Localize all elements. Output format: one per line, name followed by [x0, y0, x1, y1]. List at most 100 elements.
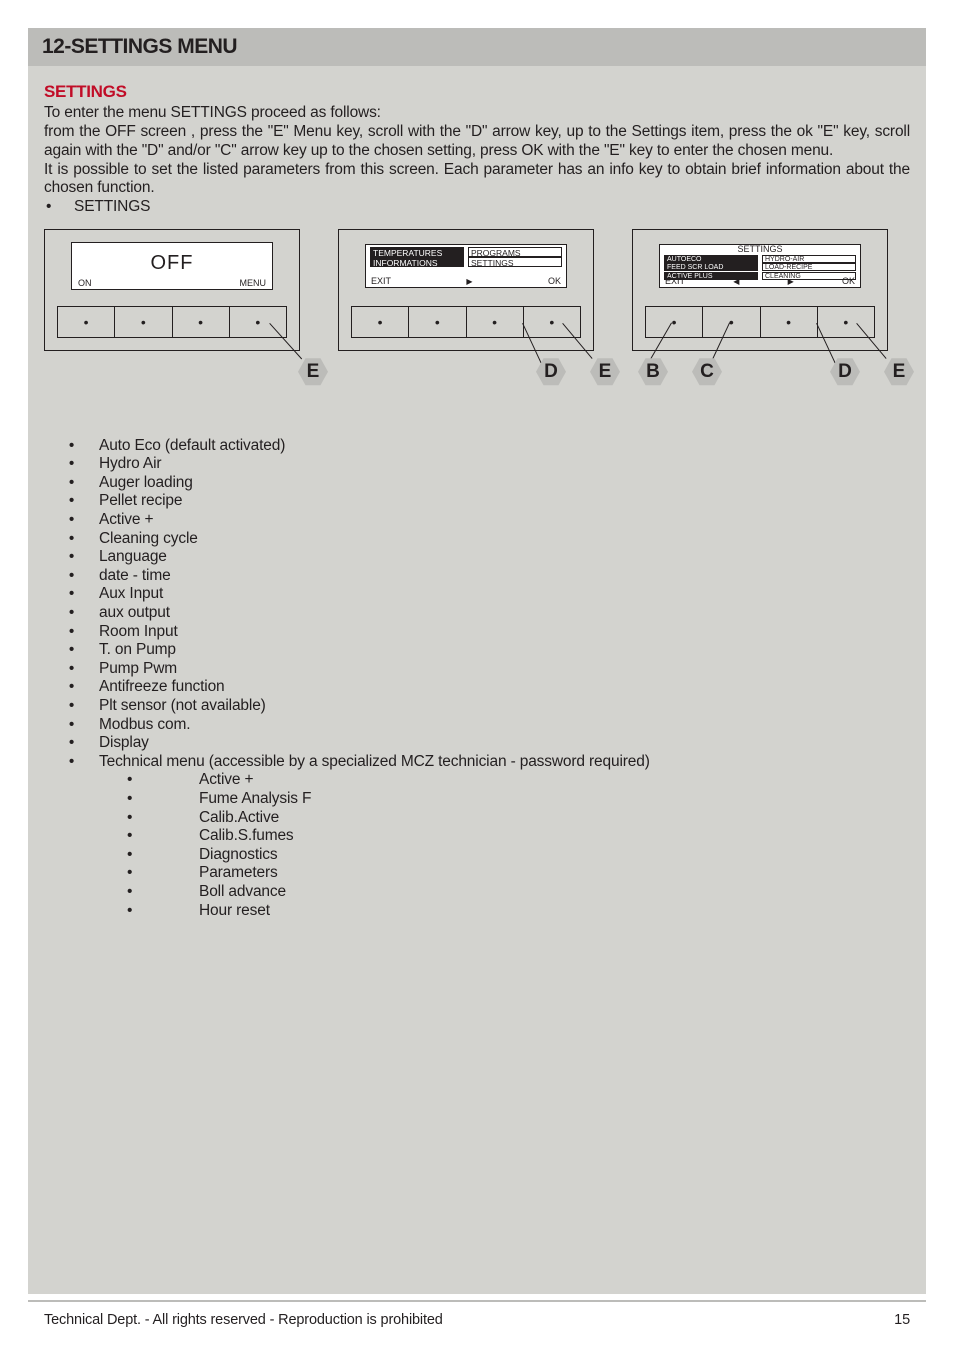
intro-line-2: from the OFF screen , press the "E" Menu… — [44, 123, 910, 160]
list-item: •Auger loading — [44, 474, 910, 493]
badge-E-2: E — [590, 357, 620, 387]
footer-text: Technical Dept. - All rights reserved - … — [44, 1312, 443, 1328]
section-banner: 12-SETTINGS MENU — [28, 28, 926, 66]
item-label: Antifreeze function — [99, 678, 225, 697]
footer-rule — [28, 1300, 926, 1302]
item-label: aux output — [99, 604, 170, 623]
item-label: Pellet recipe — [99, 492, 182, 511]
sub-item-label: Diagnostics — [199, 846, 277, 865]
item-label: Auto Eco (default activated) — [99, 437, 285, 456]
list-item: •T. on Pump — [44, 641, 910, 660]
item-label: Room Input — [99, 623, 178, 642]
sub-list-item: •Calib.Active — [44, 809, 910, 828]
cell-hydroair: HYDRO-AIR — [762, 255, 856, 263]
sub-list-item: •Fume Analysis F — [44, 790, 910, 809]
badge-E-3: E — [884, 357, 914, 387]
settings-heading: SETTINGS — [44, 82, 910, 102]
list-item: •Pump Pwm — [44, 660, 910, 679]
list-item: •Cleaning cycle — [44, 530, 910, 549]
list-item: •Plt sensor (not available) — [44, 697, 910, 716]
cell-loadrecipe: LOAD-RECIPE — [762, 263, 856, 271]
btn-3b: • — [703, 306, 760, 338]
screen-1: OFF ON MENU — [71, 242, 273, 290]
sub-list-item: •Active + — [44, 771, 910, 790]
ok-label-3: OK — [842, 276, 855, 286]
display-panel-2: TEMPERATURES PROGRAMS INFORMATIONS SETTI… — [338, 229, 594, 351]
sub-item-label: Hour reset — [199, 902, 270, 921]
mini-grid-2: TEMPERATURES PROGRAMS INFORMATIONS SETTI… — [370, 247, 562, 268]
sub-item-label: Parameters — [199, 864, 278, 883]
sub-item-label: Active + — [199, 771, 253, 790]
panel-2-wrap: TEMPERATURES PROGRAMS INFORMATIONS SETTI… — [338, 229, 594, 351]
btn-1c: • — [173, 306, 230, 338]
menu-label: MENU — [240, 278, 267, 288]
display-panel-3: SETTINGS AUTOECO HYDRO-AIR FEED SCR LOAD… — [632, 229, 888, 351]
btn-2d: • — [524, 306, 581, 338]
badge-E-1: E — [298, 357, 328, 387]
right-arrow-icon: ▶ — [466, 277, 472, 286]
list-item: •Active + — [44, 511, 910, 530]
panel-3-wrap: SETTINGS AUTOECO HYDRO-AIR FEED SCR LOAD… — [632, 229, 888, 351]
item-label: date - time — [99, 567, 171, 586]
ok-label-2: OK — [548, 276, 561, 286]
settings-bullets: •Auto Eco (default activated) •Hydro Air… — [44, 437, 910, 920]
item-label: Auger loading — [99, 474, 193, 493]
cell-feedscr: FEED SCR LOAD — [664, 263, 758, 271]
item-label: Active + — [99, 511, 153, 530]
list-item: •date - time — [44, 567, 910, 586]
buttons-3: • • • • — [645, 306, 875, 338]
sub-list-item: •Hour reset — [44, 902, 910, 921]
btn-3a: • — [645, 306, 703, 338]
item-label: Pump Pwm — [99, 660, 177, 679]
btn-2b: • — [409, 306, 466, 338]
cell-informations: INFORMATIONS — [370, 257, 464, 267]
on-label: ON — [78, 278, 92, 288]
item-label: Technical menu (accessible by a speciali… — [99, 753, 650, 772]
list-item: •Hydro Air — [44, 455, 910, 474]
exit-label-2: EXIT — [371, 276, 391, 286]
page-number: 15 — [894, 1312, 910, 1328]
display-panel-1: OFF ON MENU • • • • — [44, 229, 300, 351]
list-item: •Language — [44, 548, 910, 567]
badge-B-3: B — [638, 357, 668, 387]
list-item: •Room Input — [44, 623, 910, 642]
sub-item-label: Fume Analysis F — [199, 790, 311, 809]
intro-line-1: To enter the menu SETTINGS proceed as fo… — [44, 104, 910, 122]
sub-list-item: •Boll advance — [44, 883, 910, 902]
screen-1-labels: ON MENU — [78, 278, 266, 288]
item-label: T. on Pump — [99, 641, 176, 660]
btn-3c: • — [761, 306, 818, 338]
settings-title-3: SETTINGS — [664, 245, 856, 254]
display-panels-row: OFF ON MENU • • • • E — [44, 229, 910, 407]
sub-list-item: •Diagnostics — [44, 846, 910, 865]
btn-1a: • — [57, 306, 115, 338]
list-item: •Aux Input — [44, 585, 910, 604]
sub-item-label: Calib.Active — [199, 809, 279, 828]
mini-grid-3: SETTINGS AUTOECO HYDRO-AIR FEED SCR LOAD… — [664, 245, 856, 280]
item-label: Display — [99, 734, 149, 753]
footer: Technical Dept. - All rights reserved - … — [44, 1312, 910, 1328]
item-label: Hydro Air — [99, 455, 161, 474]
mini-bottom-2: EXIT ▶ OK — [371, 276, 561, 286]
badge-C-3: C — [692, 357, 722, 387]
list-item: •Antifreeze function — [44, 678, 910, 697]
exit-label-3: EXIT — [665, 276, 685, 286]
item-label: Modbus com. — [99, 716, 190, 735]
cell-temperatures: TEMPERATURES — [370, 247, 464, 257]
cell-programs: PROGRAMS — [468, 247, 562, 257]
list-item: •aux output — [44, 604, 910, 623]
btn-1b: • — [115, 306, 172, 338]
screen-3: SETTINGS AUTOECO HYDRO-AIR FEED SCR LOAD… — [659, 244, 861, 288]
sub-list-item: •Calib.S.fumes — [44, 827, 910, 846]
item-label: Aux Input — [99, 585, 163, 604]
item-label: Cleaning cycle — [99, 530, 198, 549]
mini-bottom-3: EXIT ◀ ▶ OK — [665, 276, 855, 286]
sub-item-label: Calib.S.fumes — [199, 827, 294, 846]
sub-list-item: •Parameters — [44, 864, 910, 883]
item-label: Plt sensor (not available) — [99, 697, 266, 716]
list-item: •Display — [44, 734, 910, 753]
right-arrow-icon-3: ▶ — [788, 277, 794, 286]
intro-line-3: It is possible to set the listed paramet… — [44, 161, 910, 198]
cell-autoeco: AUTOECO — [664, 255, 758, 263]
list-item: •Modbus com. — [44, 716, 910, 735]
